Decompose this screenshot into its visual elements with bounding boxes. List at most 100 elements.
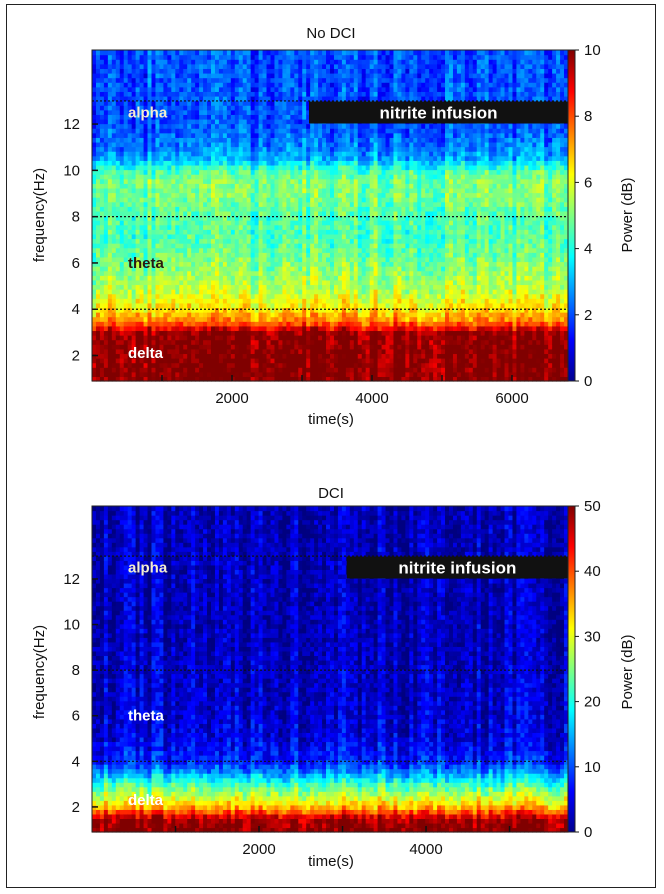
heatmap-cell: [270, 362, 276, 368]
heatmap-cell: [207, 247, 212, 253]
heatmap-cell: [99, 284, 105, 290]
heatmap-cell: [179, 174, 184, 180]
heatmap-cell: [107, 229, 113, 235]
heatmap-cell: [218, 325, 224, 332]
heatmap-cell: [242, 137, 248, 143]
heatmap-cell: [361, 284, 367, 290]
heatmap-cell: [333, 201, 339, 207]
heatmap-cell: [95, 367, 101, 373]
heatmap-cell: [341, 252, 347, 258]
heatmap-cell: [230, 302, 236, 309]
figure-frame: [6, 4, 656, 888]
heatmap-cell: [326, 293, 331, 299]
heatmap-cell: [278, 376, 283, 382]
heatmap-cell: [171, 247, 176, 253]
heatmap-cell: [151, 325, 157, 332]
heatmap-cell: [286, 279, 291, 286]
heatmap-cell: [345, 178, 351, 184]
heatmap-cell: [214, 335, 220, 341]
heatmap-cell: [282, 118, 287, 125]
heatmap-cell: [95, 54, 101, 60]
heatmap-cell: [167, 54, 172, 60]
heatmap-cell: [326, 155, 331, 161]
heatmap-cell: [127, 91, 133, 97]
heatmap-cell: [326, 59, 331, 65]
heatmap-cell: [207, 155, 212, 161]
heatmap-cell: [167, 330, 172, 336]
heatmap-cell: [314, 174, 319, 180]
heatmap-cell: [282, 339, 287, 345]
heatmap-cell: [262, 105, 268, 111]
heatmap-cell: [111, 289, 117, 295]
heatmap-cell: [175, 302, 180, 309]
heatmap-cell: [218, 279, 224, 286]
heatmap-cell: [155, 91, 161, 97]
heatmap-cell: [262, 197, 268, 203]
heatmap-cell: [230, 114, 236, 120]
heatmap-cell: [238, 155, 244, 161]
heatmap-cell: [203, 123, 208, 129]
heatmap-cell: [250, 275, 256, 281]
heatmap-cell: [310, 238, 315, 244]
heatmap-cell: [127, 293, 133, 299]
heatmap-cell: [107, 50, 113, 56]
heatmap-cell: [341, 229, 347, 235]
heatmap-cell: [330, 137, 335, 143]
heatmap-cell: [274, 192, 280, 198]
heatmap-cell: [211, 206, 216, 212]
heatmap-cell: [310, 233, 315, 240]
heatmap-cell: [270, 183, 276, 189]
heatmap-cell: [115, 206, 121, 212]
heatmap-cell: [353, 91, 359, 97]
heatmap-cell: [365, 371, 371, 378]
heatmap-cell: [95, 72, 101, 79]
heatmap-cell: [103, 284, 109, 290]
heatmap-cell: [187, 82, 192, 88]
heatmap-cell: [234, 353, 240, 359]
heatmap-cell: [159, 289, 164, 295]
heatmap-cell: [151, 72, 157, 79]
heatmap-cell: [270, 215, 276, 221]
heatmap-cell: [111, 160, 117, 166]
heatmap-cell: [349, 348, 355, 355]
heatmap-cell: [103, 95, 109, 102]
heatmap-cell: [326, 270, 331, 276]
heatmap-cell: [337, 238, 343, 244]
heatmap-cell: [314, 229, 319, 235]
heatmap-cell: [211, 252, 216, 258]
heatmap-cell: [222, 224, 228, 230]
heatmap-cell: [159, 206, 164, 212]
heatmap-cell: [349, 284, 355, 290]
heatmap-cell: [95, 151, 101, 157]
heatmap-cell: [159, 293, 164, 299]
heatmap-cell: [199, 376, 204, 382]
heatmap-cell: [191, 146, 196, 152]
heatmap-cell: [341, 220, 347, 226]
heatmap-cell: [155, 362, 161, 368]
heatmap-cell: [266, 146, 272, 152]
heatmap-cell: [131, 330, 137, 336]
heatmap-cell: [111, 215, 117, 221]
heatmap-cell: [290, 164, 295, 171]
heatmap-cell: [258, 312, 264, 318]
heatmap-cell: [214, 220, 220, 226]
heatmap-cell: [207, 54, 212, 60]
heatmap-cell: [258, 302, 264, 309]
heatmap-cell: [127, 114, 133, 120]
heatmap-cell: [337, 77, 343, 83]
heatmap-cell: [318, 316, 323, 322]
heatmap-cell: [302, 312, 307, 318]
heatmap-cell: [250, 169, 256, 175]
heatmap-cell: [330, 362, 335, 368]
heatmap-cell: [326, 298, 331, 304]
heatmap-cell: [345, 68, 351, 74]
heatmap-cell: [318, 252, 323, 258]
heatmap-cell: [337, 376, 343, 382]
heatmap-cell: [278, 316, 283, 322]
heatmap-cell: [353, 229, 359, 235]
heatmap-cell: [330, 312, 335, 318]
heatmap-cell: [349, 307, 355, 313]
heatmap-cell: [322, 330, 327, 336]
heatmap-cell: [103, 86, 109, 92]
heatmap-cell: [341, 215, 347, 221]
